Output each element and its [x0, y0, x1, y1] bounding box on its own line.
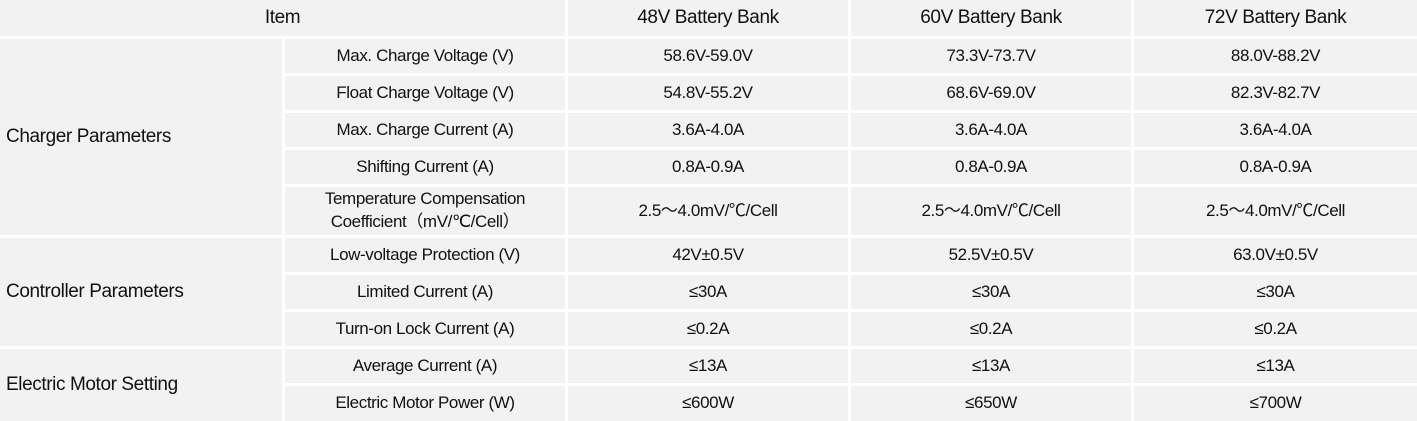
value-cell: ≤700W [1134, 386, 1417, 421]
header-cell: 72V Battery Bank [1134, 0, 1417, 36]
value-cell: 54.8V-55.2V [568, 76, 848, 110]
value-cell: 3.6A-4.0A [851, 113, 1131, 147]
value-cell: 3.6A-4.0A [568, 113, 848, 147]
value-cell: ≤650W [851, 386, 1131, 421]
value-cell: ≤0.2A [851, 312, 1131, 346]
header-cell: Item [0, 0, 565, 36]
parameter-name: Turn-on Lock Current (A) [285, 312, 565, 346]
value-cell: 0.8A-0.9A [851, 150, 1131, 184]
value-cell: ≤30A [568, 275, 848, 309]
parameter-name: Max. Charge Voltage (V) [285, 39, 565, 73]
header-cell: 60V Battery Bank [851, 0, 1131, 36]
value-cell: 73.3V-73.7V [851, 39, 1131, 73]
parameter-name: Electric Motor Power (W) [285, 386, 565, 421]
value-cell: 68.6V-69.0V [851, 76, 1131, 110]
value-cell: 58.6V-59.0V [568, 39, 848, 73]
value-cell: 3.6A-4.0A [1134, 113, 1417, 147]
parameter-name: Float Charge Voltage (V) [285, 76, 565, 110]
parameter-name: Low-voltage Protection (V) [285, 238, 565, 272]
value-cell: ≤13A [568, 349, 848, 383]
parameter-name: Average Current (A) [285, 349, 565, 383]
value-cell: ≤30A [1134, 275, 1417, 309]
parameter-name: Limited Current (A) [285, 275, 565, 309]
value-cell: 52.5V±0.5V [851, 238, 1131, 272]
group-label: Controller Parameters [0, 238, 282, 346]
value-cell: 88.0V-88.2V [1134, 39, 1417, 73]
value-cell: 2.5～4.0mV/℃/Cell [1134, 187, 1417, 235]
value-cell: ≤0.2A [568, 312, 848, 346]
parameter-name: Temperature Compensation Coefficient（mV/… [285, 187, 565, 235]
value-cell: 2.5～4.0mV/℃/Cell [851, 187, 1131, 235]
value-cell: ≤13A [1134, 349, 1417, 383]
parameter-name: Max. Charge Current (A) [285, 113, 565, 147]
value-cell: 2.5～4.0mV/℃/Cell [568, 187, 848, 235]
value-cell: 0.8A-0.9A [568, 150, 848, 184]
value-cell: ≤600W [568, 386, 848, 421]
group-label: Charger Parameters [0, 39, 282, 235]
header-cell: 48V Battery Bank [568, 0, 848, 36]
value-cell: ≤0.2A [1134, 312, 1417, 346]
value-cell: 63.0V±0.5V [1134, 238, 1417, 272]
value-cell: 0.8A-0.9A [1134, 150, 1417, 184]
parameter-name: Shifting Current (A) [285, 150, 565, 184]
value-cell: ≤13A [851, 349, 1131, 383]
value-cell: 42V±0.5V [568, 238, 848, 272]
value-cell: 82.3V-82.7V [1134, 76, 1417, 110]
value-cell: ≤30A [851, 275, 1131, 309]
group-label: Electric Motor Setting [0, 349, 282, 421]
